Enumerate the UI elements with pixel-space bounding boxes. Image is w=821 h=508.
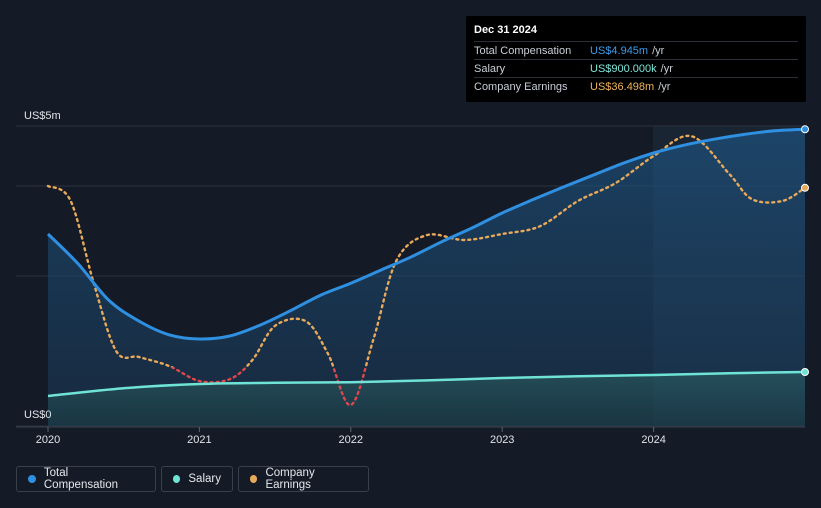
total-compensation-area [48,129,805,427]
y-axis: US$5m US$0 [24,110,61,421]
tooltip-value: US$4.945m [590,44,649,57]
tooltip-row-salary: Salary US$900.000k /yr [474,59,798,77]
total-compensation-marker [801,125,809,134]
tooltip-unit: /yr [658,80,671,93]
chart-legend: Total Compensation Salary Company Earnin… [16,466,369,492]
tooltip-label: Company Earnings [474,80,568,93]
total-compensation-line [46,127,806,341]
company-earnings-line [46,134,807,368]
company-earnings-marker [801,183,809,192]
hover-tooltip: Dec 31 2024 Total Compensation US$4.945m… [466,16,806,102]
tooltip-date: Dec 31 2024 [474,24,537,36]
legend-item-company-earnings[interactable]: Company Earnings [238,466,369,492]
tooltip-unit: /yr [660,62,673,75]
salary-area [48,372,805,426]
legend-item-total-compensation[interactable]: Total Compensation [16,466,156,492]
legend-dot-icon [173,475,181,483]
x-tick-label: 2024 [641,434,665,446]
tooltip-value: US$900.000k [590,62,657,75]
tooltip-value: US$36.498m [590,80,655,93]
series-end-markers [801,125,809,376]
legend-label: Company Earnings [265,467,315,491]
salary-marker [801,368,809,376]
tooltip-label: Salary [474,62,506,75]
tooltip-unit: /yr [652,44,665,57]
y-tick-label-zero: US$0 [24,409,52,421]
legend-dot-icon [250,475,258,483]
tooltip-row-company-earnings: Company Earnings US$36.498m /yr [474,77,798,95]
legend-label: Total Compensation [43,467,119,491]
series-lines [46,127,807,407]
salary-line [47,370,806,398]
legend-label: Salary [188,473,221,485]
x-axis: 2020 2021 2022 2023 2024 [16,426,805,446]
x-tick-label: 2020 [36,434,60,446]
x-tick-label: 2022 [339,434,363,446]
x-tick-label: 2021 [187,434,211,446]
legend-dot-icon [28,475,36,483]
series-areas [48,129,805,427]
y-tick-label-top: US$5m [24,110,61,122]
tooltip-label: Total Compensation [474,44,572,57]
legend-item-salary[interactable]: Salary [161,466,233,492]
x-tick-label: 2023 [490,434,514,446]
tooltip-row-total-compensation: Total Compensation US$4.945m /yr [474,41,798,59]
